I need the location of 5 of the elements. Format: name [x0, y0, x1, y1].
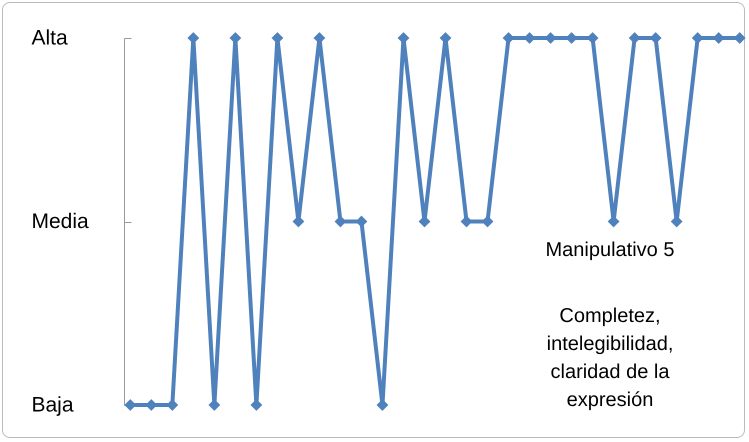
annotation: Manipulativo 5: [546, 239, 674, 261]
category-label: Media: [32, 210, 89, 233]
annotation: Completez, intelegibilidad, claridad de la expresión: [546, 305, 674, 411]
category-label: Alta: [32, 26, 68, 50]
category-label: Baja: [32, 394, 74, 416]
